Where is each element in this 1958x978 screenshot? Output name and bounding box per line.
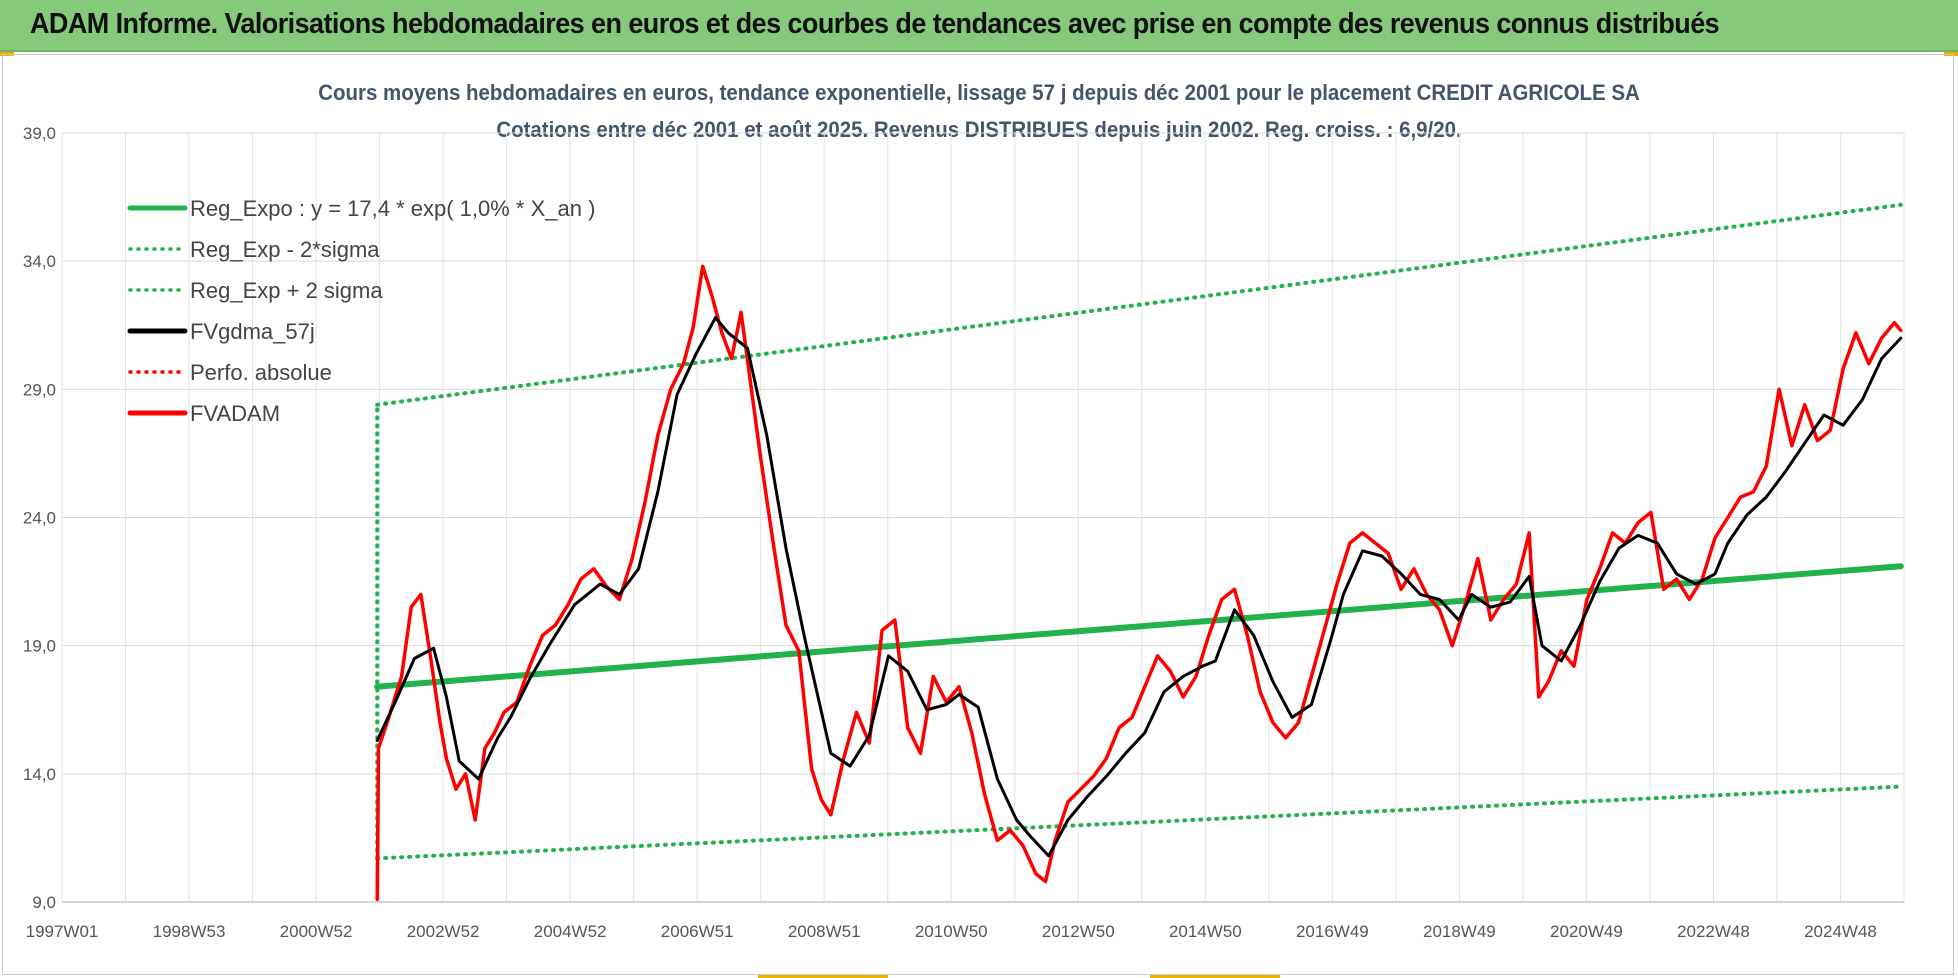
series-fvgdma-57j xyxy=(375,316,1903,858)
x-tick-label: 2006W51 xyxy=(661,922,734,941)
y-tick-label: 39,0 xyxy=(23,124,56,143)
series-reg-minus-2sigma xyxy=(375,784,1903,861)
legend-label: Reg_Expo : y = 17,4 * exp( 1,0% * X_an ) xyxy=(190,196,595,221)
report-title: ADAM Informe. Valorisations hebdomadaire… xyxy=(30,8,1720,40)
series-reg-expo xyxy=(374,563,1904,690)
bottom-accent-1 xyxy=(758,975,888,978)
legend-label: FVgdma_57j xyxy=(190,319,315,344)
legend-label: Reg_Exp - 2*sigma xyxy=(190,237,380,262)
y-tick-label: 14,0 xyxy=(23,765,56,784)
y-tick-label: 9,0 xyxy=(32,893,56,912)
y-tick-label: 19,0 xyxy=(23,637,56,656)
x-tick-label: 2000W52 xyxy=(280,922,353,941)
series-reg-plus-2sigma xyxy=(375,202,1903,407)
legend-label: FVADAM xyxy=(190,401,280,426)
y-tick-label: 24,0 xyxy=(23,509,56,528)
x-tick-label: 2018W49 xyxy=(1423,922,1496,941)
legend-label: Perfo. absolue xyxy=(190,360,332,385)
series-fvadam xyxy=(375,264,1903,902)
x-tick-label: 2004W52 xyxy=(534,922,607,941)
legend-label: Reg_Exp + 2 sigma xyxy=(190,278,383,303)
bottom-accent-2 xyxy=(1150,975,1280,978)
y-tick-label: 34,0 xyxy=(23,252,56,271)
x-tick-label: 2002W52 xyxy=(407,922,480,941)
x-tick-label: 2012W50 xyxy=(1042,922,1115,941)
y-tick-label: 29,0 xyxy=(23,380,56,399)
x-tick-label: 2020W49 xyxy=(1550,922,1623,941)
x-tick-label: 2010W50 xyxy=(915,922,988,941)
x-tick-label: 2014W50 xyxy=(1169,922,1242,941)
x-tick-label: 2008W51 xyxy=(788,922,861,941)
chart-title-line2: Cotations entre déc 2001 et août 2025. R… xyxy=(496,117,1462,142)
report-banner: ADAM Informe. Valorisations hebdomadaire… xyxy=(0,0,1958,52)
x-tick-label: 1998W53 xyxy=(153,922,226,941)
x-tick-label: 2022W48 xyxy=(1677,922,1750,941)
chart-title-line1: Cours moyens hebdomadaires en euros, ten… xyxy=(318,80,1640,105)
x-tick-label: 1997W01 xyxy=(26,922,99,941)
x-tick-label: 2024W48 xyxy=(1804,922,1877,941)
chart-frame xyxy=(2,54,1954,975)
x-tick-label: 2016W49 xyxy=(1296,922,1369,941)
